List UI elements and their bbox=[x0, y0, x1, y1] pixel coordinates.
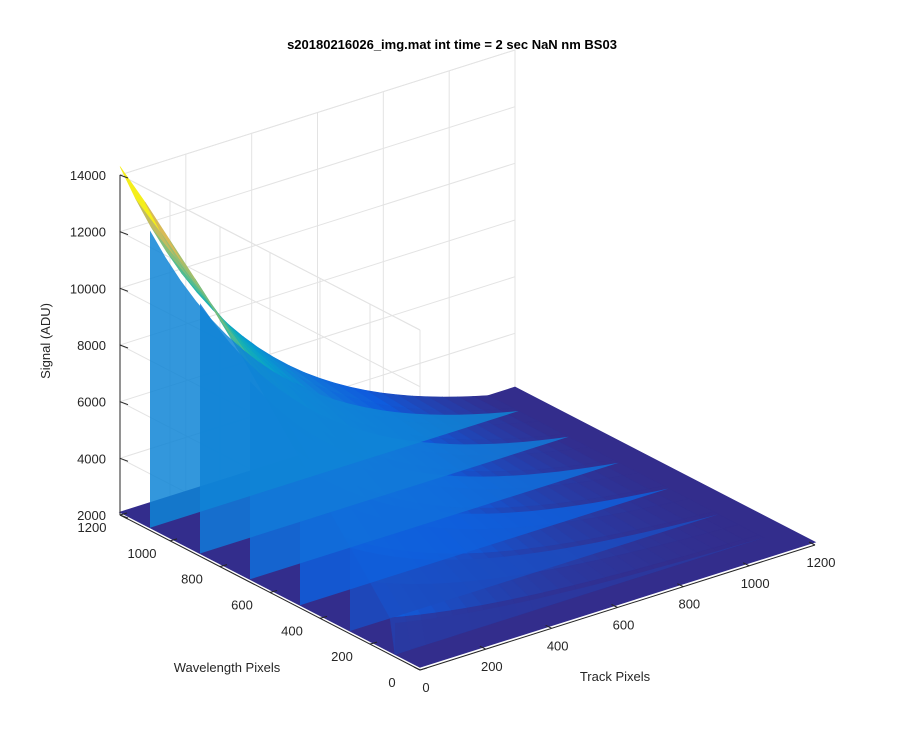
y-tick-label: 200 bbox=[331, 649, 353, 664]
y-tick-mark bbox=[269, 590, 278, 593]
z-tick-label: 4000 bbox=[77, 451, 106, 466]
surface-slice bbox=[300, 464, 669, 606]
z-tick-label: 2000 bbox=[77, 508, 106, 523]
x-tick-mark bbox=[545, 624, 552, 629]
x-tick-label: 600 bbox=[613, 618, 635, 633]
z-tick-label: 8000 bbox=[77, 338, 106, 353]
y-tick-mark bbox=[319, 615, 328, 619]
z-tick-mark bbox=[119, 401, 129, 406]
x-tick-label: 400 bbox=[547, 638, 569, 653]
y-tick-mark bbox=[119, 512, 128, 516]
x-tick-mark bbox=[611, 604, 618, 608]
y-tick-label: 600 bbox=[231, 598, 253, 613]
chart-title: s20180216026_img.mat int time = 2 sec Na… bbox=[287, 37, 617, 52]
z-tick-label: 6000 bbox=[77, 395, 106, 410]
gridline bbox=[118, 49, 516, 390]
x-tick-mark bbox=[677, 583, 684, 588]
z-tick-label: 12000 bbox=[70, 225, 106, 240]
z-tick-mark bbox=[119, 514, 129, 519]
z-tick-mark bbox=[119, 457, 129, 462]
y-tick-mark bbox=[219, 564, 228, 568]
x-tick-label: 0 bbox=[422, 680, 429, 695]
y-tick-label: 0 bbox=[388, 675, 395, 690]
surface-slice bbox=[200, 303, 569, 554]
y-tick-label: 800 bbox=[181, 572, 203, 587]
z-tick-label: 14000 bbox=[70, 168, 106, 183]
y-tick-label: 400 bbox=[281, 623, 303, 638]
z-axis-label: Signal (ADU) bbox=[38, 303, 53, 379]
z-tick-label: 10000 bbox=[70, 281, 106, 296]
x-tick-label: 1000 bbox=[741, 576, 770, 591]
x-tick-label: 1200 bbox=[807, 555, 836, 570]
x-axis-label: Track Pixels bbox=[580, 669, 651, 684]
x-tick-mark bbox=[808, 541, 816, 546]
y-tick-label: 1200 bbox=[78, 520, 107, 535]
x-tick-mark bbox=[479, 645, 487, 650]
axes bbox=[119, 174, 816, 671]
surface-slice bbox=[150, 230, 519, 528]
x-tick-mark bbox=[742, 562, 750, 567]
y-tick-mark bbox=[419, 667, 428, 671]
x-tick-mark bbox=[413, 666, 421, 671]
x-tick-label: 200 bbox=[481, 659, 503, 674]
surface-slice bbox=[350, 514, 719, 631]
y-axis-label: Wavelength Pixels bbox=[174, 660, 281, 675]
surface bbox=[118, 166, 817, 668]
x-tick-label: 800 bbox=[678, 597, 700, 612]
z-tick-mark bbox=[119, 287, 129, 292]
surface-slice bbox=[395, 537, 764, 655]
y-tick-mark bbox=[169, 538, 178, 542]
tick-labels: 0200400600800100012000200400600800100012… bbox=[70, 168, 836, 695]
surface-slice bbox=[250, 381, 619, 580]
y-tick-mark bbox=[369, 641, 378, 645]
z-tick-mark bbox=[119, 344, 129, 349]
z-tick-mark bbox=[119, 174, 129, 179]
z-tick-mark bbox=[119, 231, 129, 236]
y-tick-label: 1000 bbox=[128, 546, 157, 561]
